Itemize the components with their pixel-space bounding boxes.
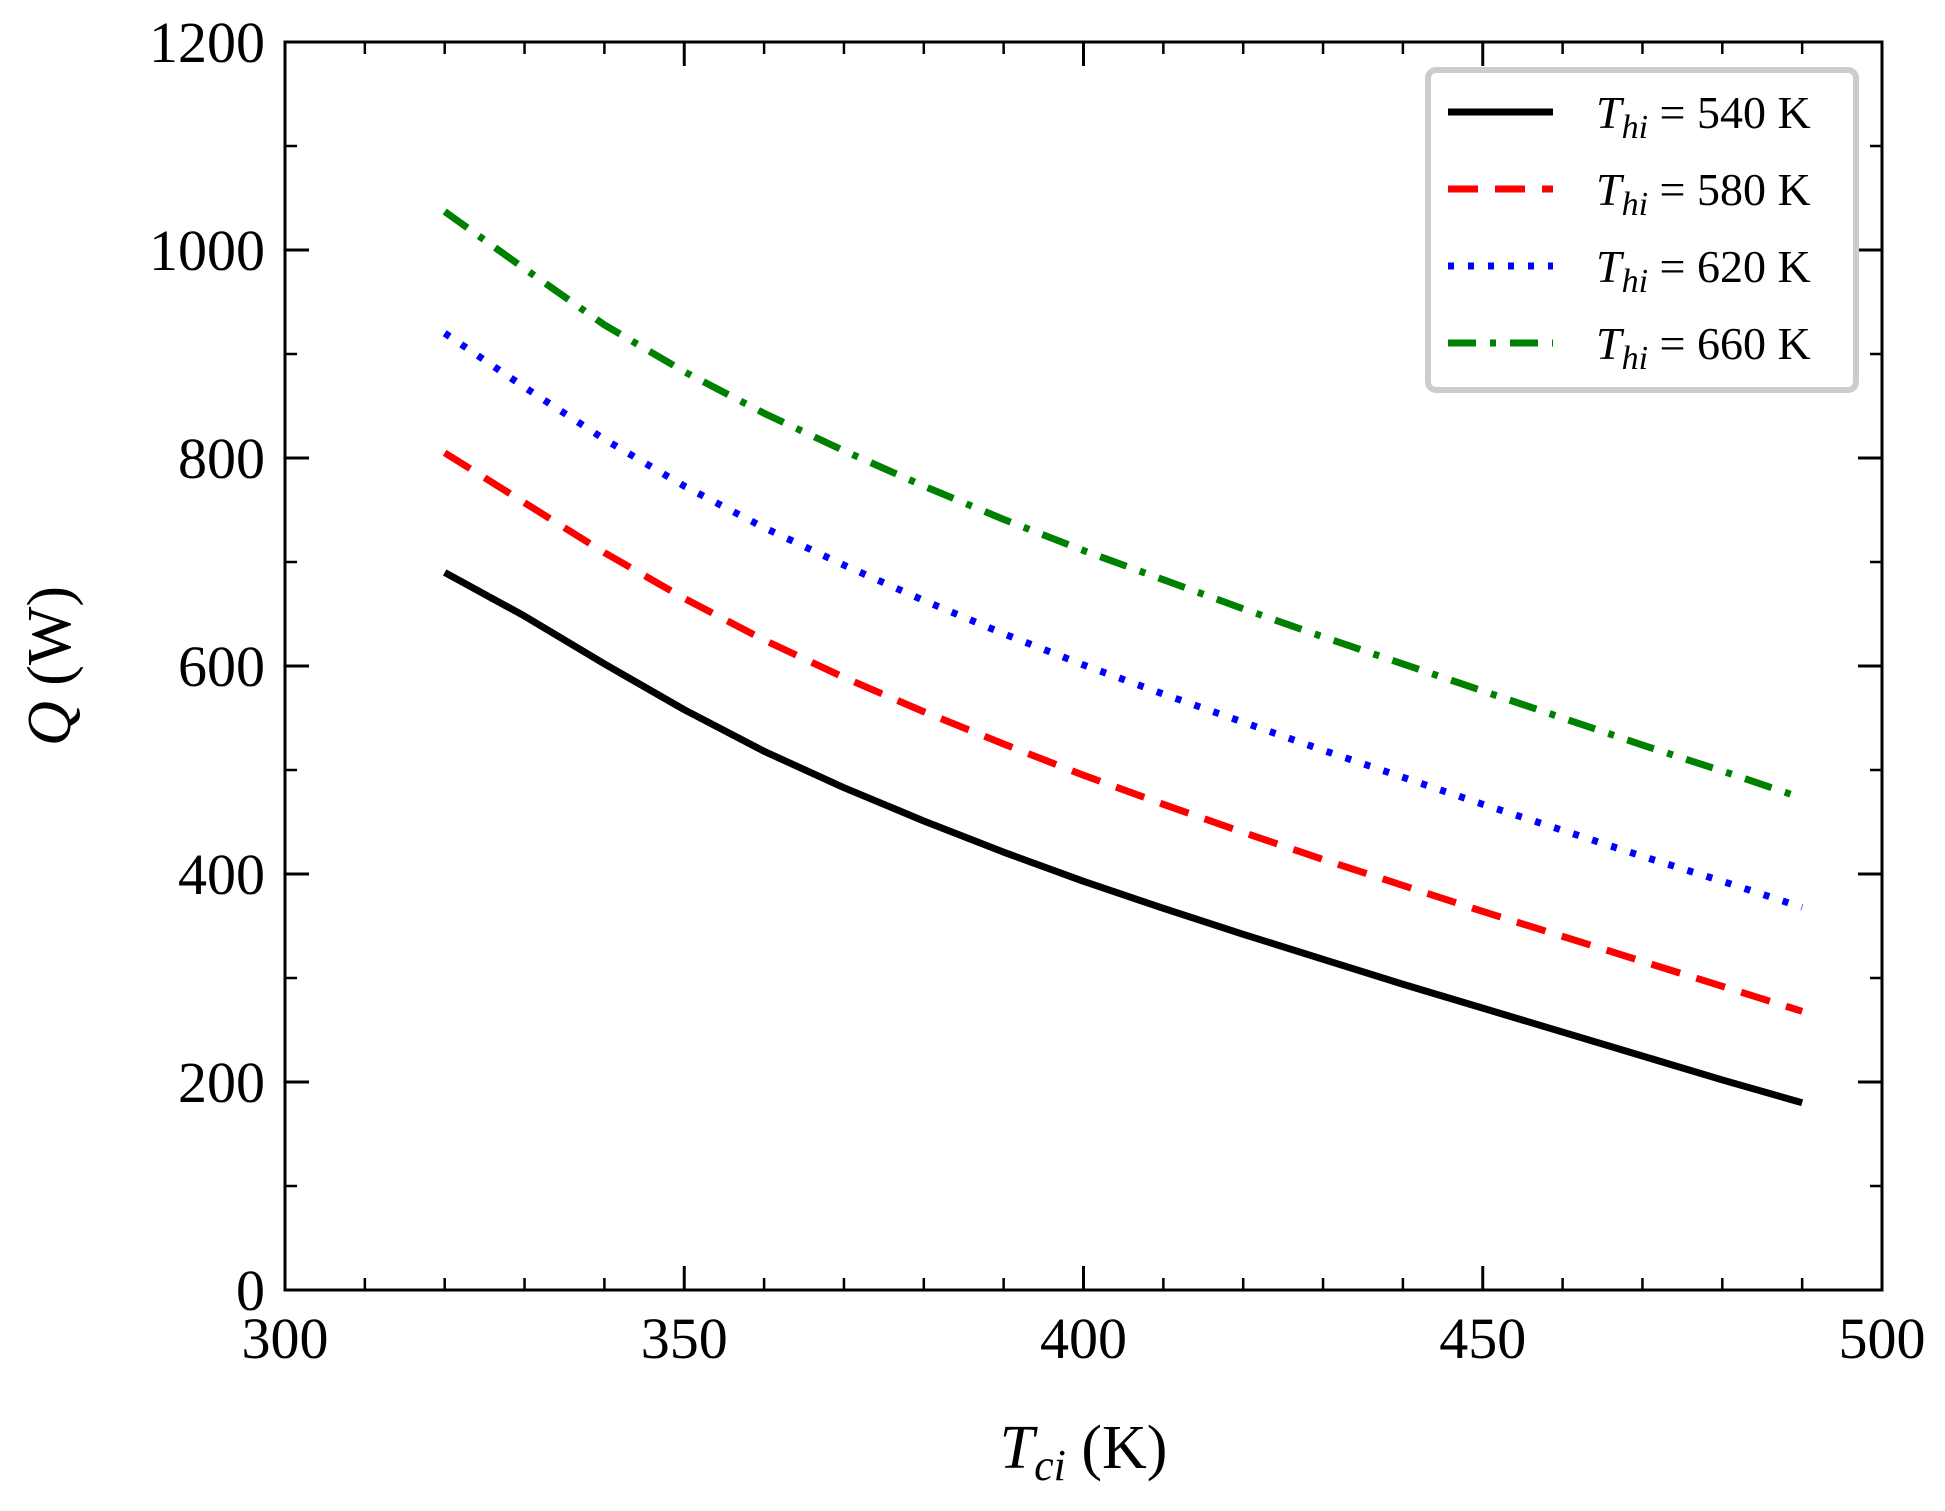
- x-axis-subscript: ci: [1034, 1441, 1066, 1490]
- series-line-3: [442, 330, 1804, 911]
- plot-frame: [283, 40, 1884, 1292]
- legend-symbol: T: [1596, 87, 1625, 138]
- legend-value: = 620 K: [1648, 241, 1811, 292]
- x-tick-label: 500: [1839, 1306, 1926, 1371]
- series-line-4: [442, 208, 1804, 802]
- legend-subscript: hi: [1622, 340, 1648, 377]
- y-axis-title: Q (W): [16, 586, 84, 746]
- y-tick-label: 1000: [149, 218, 265, 283]
- x-tick-label: 450: [1439, 1306, 1526, 1371]
- x-axis-unit: (K): [1066, 1414, 1168, 1482]
- x-axis-title: Tci (K): [1000, 1414, 1168, 1490]
- legend-symbol: T: [1596, 318, 1625, 369]
- tick-labels: 300 350 400 450 500 0 200 400 600 800 1000 1200: [149, 10, 1926, 1371]
- legend-label-4: Thi = 660 K: [1596, 318, 1811, 377]
- legend-subscript: hi: [1622, 263, 1648, 300]
- y-tick-label: 800: [178, 426, 265, 491]
- legend-label-3: Thi = 620 K: [1596, 241, 1811, 300]
- y-tick-label: 600: [178, 634, 265, 699]
- legend-symbol: T: [1596, 241, 1625, 292]
- legend-value: = 580 K: [1648, 164, 1811, 215]
- series-lines: [442, 208, 1804, 1107]
- legend-value: = 660 K: [1648, 318, 1811, 369]
- x-tick-label: 350: [641, 1306, 728, 1371]
- y-axis-unit: (W): [16, 586, 84, 701]
- legend-box: [1425, 67, 1859, 393]
- series-line-1: [443, 569, 1804, 1107]
- legend-label-1: Thi = 540 K: [1596, 87, 1811, 146]
- y-tick-label: 0: [236, 1258, 265, 1323]
- y-axis-symbol: Q: [16, 701, 84, 746]
- legend-symbol: T: [1596, 164, 1625, 215]
- legend-subscript: hi: [1622, 186, 1648, 223]
- x-tick-label: 400: [1040, 1306, 1127, 1371]
- y-tick-label: 200: [178, 1050, 265, 1115]
- legend-subscript: hi: [1622, 109, 1648, 146]
- x-tick-label: 300: [242, 1306, 329, 1371]
- series-line-2: [442, 449, 1804, 1015]
- x-axis-symbol: T: [1000, 1414, 1039, 1482]
- y-tick-label: 1200: [149, 10, 265, 75]
- y-tick-label: 400: [178, 842, 265, 907]
- legend-label-2: Thi = 580 K: [1596, 164, 1811, 223]
- legend-value: = 540 K: [1648, 87, 1811, 138]
